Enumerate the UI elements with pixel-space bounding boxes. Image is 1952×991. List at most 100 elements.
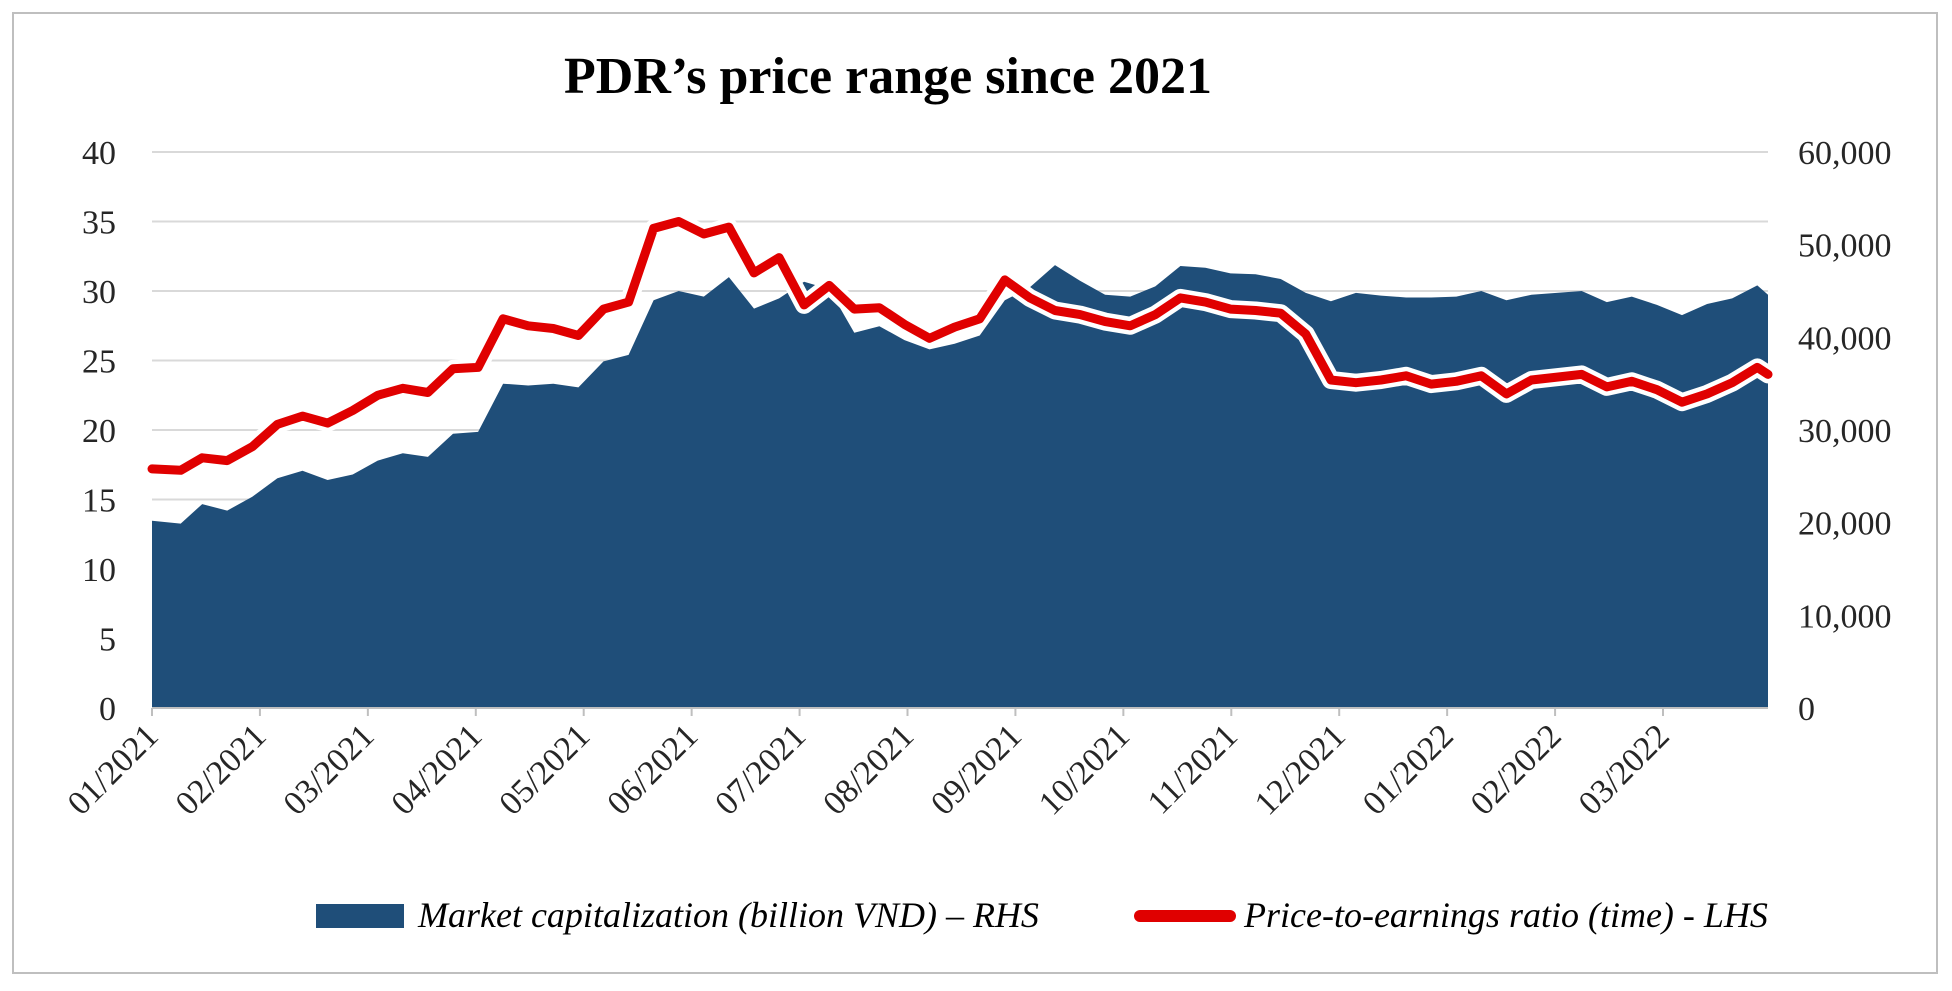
pe-ratio-point	[1255, 310, 1257, 312]
pe-ratio-point	[1681, 401, 1683, 403]
market-cap-point	[728, 276, 730, 278]
pe-ratio-point	[1330, 379, 1332, 381]
chart-title: PDR’s price range since 2021	[564, 48, 1212, 105]
market-cap-point	[427, 456, 429, 458]
pe-ratio-point	[1004, 279, 1006, 281]
market-cap-point	[803, 281, 805, 283]
market-cap-point	[1380, 295, 1382, 297]
market-cap-point	[201, 503, 203, 505]
market-cap-point	[1631, 296, 1633, 298]
market-cap-point	[1129, 296, 1131, 298]
pe-ratio-point	[979, 318, 981, 320]
y-right-tick-label: 0	[1798, 691, 1815, 728]
market-cap-point	[302, 470, 304, 472]
market-cap-point	[753, 308, 755, 310]
pe-ratio-point	[1656, 389, 1658, 391]
market-cap-point	[778, 297, 780, 299]
pe-ratio-point	[728, 226, 730, 228]
pe-ratio-point	[327, 422, 329, 424]
pe-ratio-point	[1104, 321, 1106, 323]
y-right-tick-label: 50,000	[1798, 228, 1892, 265]
market-cap-point	[1455, 296, 1457, 298]
market-cap-point	[1355, 292, 1357, 294]
pe-ratio-point	[1405, 375, 1407, 377]
pe-ratio-point	[427, 392, 429, 394]
x-tick-label: 02/2022	[1464, 717, 1569, 822]
pe-ratio-point	[1531, 379, 1533, 381]
pe-ratio-point	[1731, 382, 1733, 384]
pe-ratio-point	[402, 387, 404, 389]
pe-ratio-point	[678, 221, 680, 223]
x-tick-label: 08/2021	[816, 717, 921, 822]
market-cap-point	[226, 510, 228, 512]
market-cap-point	[1430, 297, 1432, 299]
pe-ratio-point	[377, 394, 379, 396]
x-tick-label: 02/2021	[169, 717, 274, 822]
pe-ratio-point	[502, 318, 504, 320]
pe-ratio-line	[147, 217, 1773, 475]
pe-ratio-point	[1280, 312, 1282, 314]
y-right-tick-label: 30,000	[1798, 413, 1892, 450]
y-right-tick-label: 40,000	[1798, 320, 1892, 357]
market-cap-point	[1104, 294, 1106, 296]
pe-ratio-point	[1079, 314, 1081, 316]
market-cap-point	[527, 385, 529, 387]
market-cap-point	[552, 383, 554, 385]
pe-ratio-point	[1179, 297, 1181, 299]
market-cap-point	[1505, 299, 1507, 301]
pe-ratio-point	[1204, 301, 1206, 303]
y-left-tick-label: 30	[82, 274, 116, 311]
pe-ratio-point	[552, 328, 554, 330]
pe-ratio-point	[1305, 333, 1307, 335]
pe-ratio-point	[1631, 380, 1633, 382]
y-left-tick-label: 15	[82, 483, 116, 520]
pe-ratio-point	[1355, 382, 1357, 384]
market-cap-point	[1531, 294, 1533, 296]
pe-ratio-point	[577, 335, 579, 337]
market-cap-point	[929, 348, 931, 350]
market-cap-point	[1079, 280, 1081, 282]
y-left-tick-label: 25	[82, 344, 116, 381]
pe-ratio-point	[226, 460, 228, 462]
market-cap-point	[1255, 273, 1257, 275]
x-tick-label: 03/2022	[1572, 717, 1677, 822]
market-cap-point	[1054, 264, 1056, 266]
market-cap-point	[477, 431, 479, 433]
market-cap-point	[678, 290, 680, 292]
market-cap-point	[1305, 292, 1307, 294]
market-cap-point	[1656, 304, 1658, 306]
market-cap-point	[979, 335, 981, 337]
pe-ratio-point	[828, 284, 830, 286]
x-tick-label: 05/2021	[492, 717, 597, 822]
x-tick-label: 04/2021	[384, 717, 489, 822]
market-cap-point	[653, 299, 655, 301]
pe-ratio-point	[1706, 393, 1708, 395]
market-cap-point	[1230, 272, 1232, 274]
pe-ratio-point	[603, 308, 605, 310]
market-cap-point	[853, 332, 855, 334]
y-right-tick-label: 10,000	[1798, 598, 1892, 635]
market-cap-point	[452, 433, 454, 435]
pe-ratio-point	[778, 257, 780, 259]
x-tick-label: 01/2022	[1356, 717, 1461, 822]
x-tick-label: 06/2021	[600, 717, 705, 822]
market-cap-point	[1767, 294, 1769, 296]
pe-ratio-point	[1767, 373, 1769, 375]
market-cap-point	[402, 452, 404, 454]
market-cap-point	[1480, 290, 1482, 292]
market-cap-point	[352, 474, 354, 476]
line-series-layer	[143, 212, 1777, 480]
pe-ratio-point	[1505, 393, 1507, 395]
pe-ratio-point	[653, 227, 655, 229]
market-cap-point	[151, 520, 153, 522]
pe-ratio-point	[878, 307, 880, 309]
legend-swatch-market-cap	[316, 904, 404, 928]
market-cap-point	[1179, 265, 1181, 267]
y-left-tick-label: 5	[99, 622, 116, 659]
market-cap-point	[1756, 284, 1758, 286]
pe-ratio-point	[452, 368, 454, 370]
market-cap-point	[1280, 278, 1282, 280]
pe-ratio-point	[1430, 383, 1432, 385]
pe-ratio-point	[276, 423, 278, 425]
x-tick-label: 07/2021	[708, 717, 813, 822]
